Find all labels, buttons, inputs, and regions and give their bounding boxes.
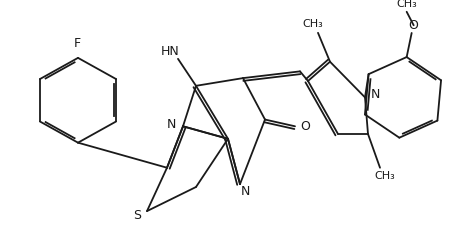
Text: O: O — [300, 120, 310, 133]
Text: N: N — [166, 118, 176, 131]
Text: N: N — [370, 88, 380, 101]
Text: CH₃: CH₃ — [374, 171, 396, 181]
Text: O: O — [409, 19, 418, 32]
Text: N: N — [240, 185, 250, 198]
Text: CH₃: CH₃ — [303, 19, 323, 29]
Text: HN: HN — [161, 45, 179, 58]
Text: S: S — [133, 210, 141, 222]
Text: F: F — [74, 37, 80, 50]
Text: CH₃: CH₃ — [396, 0, 417, 9]
